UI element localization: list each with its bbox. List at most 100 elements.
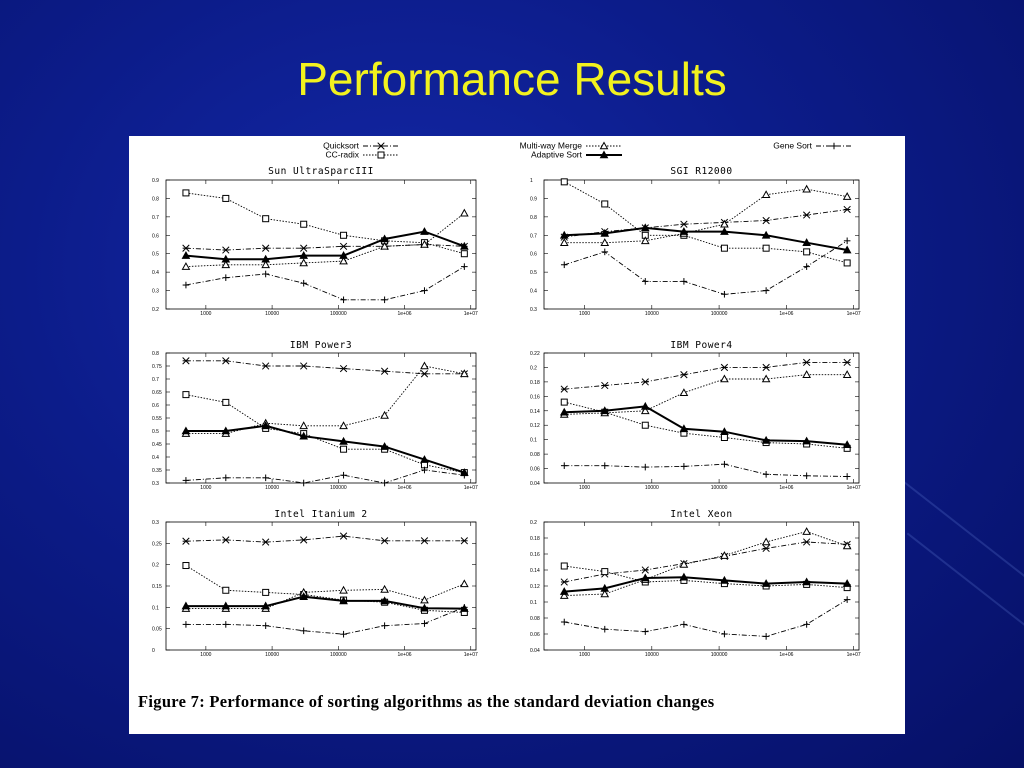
figure-caption: Figure 7: Performance of sorting algorit… [138,692,715,711]
data-point-quicksort [222,536,230,544]
data-point-multiway [339,256,348,265]
y-tick-label: 0.5 [152,429,159,435]
legend-label-quicksort: Quicksort [323,141,360,151]
data-point-adaptive [299,431,309,440]
series-line-ccradix [185,394,465,474]
y-tick-label: 0.1 [152,605,159,611]
plot-frame [165,179,477,310]
data-point-gene [843,237,851,245]
data-point-adaptive [600,228,610,237]
y-tick-label: 0.3 [152,481,159,487]
data-point-quicksort [222,357,230,365]
data-point-ccradix [843,259,851,267]
data-point-ccradix [460,250,468,258]
y-tick-label: 0.8 [152,351,159,357]
y-tick-label: 0.8 [152,196,159,202]
data-point-ccradix [601,568,609,576]
data-point-adaptive [420,455,429,463]
data-point-ccradix [262,215,270,223]
data-point-adaptive [842,440,852,449]
series-line-gene [185,266,465,301]
series-line-quicksort [564,209,848,238]
legend-marker-gene [830,142,838,150]
y-tick-label: 0.5 [152,252,159,258]
data-point-quicksort [300,362,308,370]
series-gene [182,466,468,487]
data-point-adaptive [181,251,191,259]
data-point-adaptive [261,254,271,263]
data-point-gene [762,287,770,294]
data-point-adaptive [221,426,231,435]
data-point-multiway [380,241,389,250]
series-line-gene [185,606,465,635]
chart-panel: SGI R12000 0.3 0.4 0.5 0.6 0.7 0.8 0.9 1 1000 1000… [530,166,861,317]
data-point-multiway [339,585,348,594]
data-point-multiway [380,584,389,593]
series-line-adaptive [564,226,848,251]
series-line-quicksort [564,361,848,390]
data-point-quicksort [680,220,688,228]
data-point-adaptive [380,442,389,450]
x-tick-label: 100000 [711,485,728,491]
data-point-adaptive [559,587,569,595]
data-point-quicksort [802,211,811,219]
x-tick-label: 1e+06 [779,652,793,658]
y-tick-label: 0.16 [530,552,540,558]
data-point-quicksort [843,205,851,214]
series-line-ccradix [564,565,848,589]
data-point-gene [762,633,770,640]
data-point-adaptive [600,406,610,415]
series-line-ccradix [564,401,848,449]
data-point-quicksort [762,544,770,553]
x-tick-label: 100000 [330,485,347,491]
y-tick-label: 0.7 [530,233,537,239]
data-point-quicksort [641,378,649,386]
chart-panel: Sun UltraSparcIII 0.2 0.3 0.4 0.5 0.6 0.7 0.8 0.… [152,166,478,317]
series-quicksort [560,358,851,393]
series-adaptive [559,223,852,254]
y-tick-label: 0.55 [152,416,162,422]
x-tick-label: 1e+07 [464,485,478,491]
data-point-quicksort [262,244,270,252]
x-tick-label: 10000 [265,652,279,658]
data-point-multiway [459,208,469,217]
data-point-adaptive [339,436,348,445]
series-gene [560,237,851,298]
data-point-multiway [720,219,729,228]
plot-frame [543,521,860,651]
y-tick-label: 0.18 [530,380,540,386]
x-tick-label: 100000 [330,652,347,658]
series-line-gene [564,240,848,295]
y-tick-label: 0.14 [530,568,540,574]
chart-title: Intel Itanium 2 [274,509,367,520]
y-tick-label: 0.15 [152,584,162,590]
data-point-gene [262,474,269,482]
series-adaptive [559,401,852,449]
x-tick-label: 1000 [200,311,211,317]
y-tick-label: 0.16 [530,394,540,400]
chart-panel: IBM Power3 0.3 0.35 0.4 0.45 0.5 0.55 0.6 0.65 0.… [152,340,478,491]
series-line-gene [564,463,848,477]
data-point-adaptive [221,254,231,263]
y-tick-label: 0.3 [530,307,537,313]
y-tick-label: 0.14 [530,409,540,415]
data-point-gene [601,248,609,256]
series-adaptive [181,227,469,263]
data-point-quicksort [182,537,190,545]
data-point-multiway [802,184,811,193]
data-point-adaptive [679,424,689,433]
data-point-adaptive [720,427,729,436]
data-point-gene [601,462,609,469]
series-gene [182,263,468,304]
data-point-gene [762,471,770,478]
data-point-gene [421,466,428,474]
legend-item-gene: Gene Sort [773,141,852,151]
y-tick-label: 0.7 [152,215,159,221]
data-point-adaptive [842,579,852,587]
data-point-multiway [261,260,271,269]
legend-item-adaptive: Adaptive Sort [531,150,622,160]
series-multiway [181,208,469,270]
data-point-adaptive [380,234,389,243]
legend-item-quicksort: Quicksort [323,141,399,151]
data-point-quicksort [380,367,389,375]
